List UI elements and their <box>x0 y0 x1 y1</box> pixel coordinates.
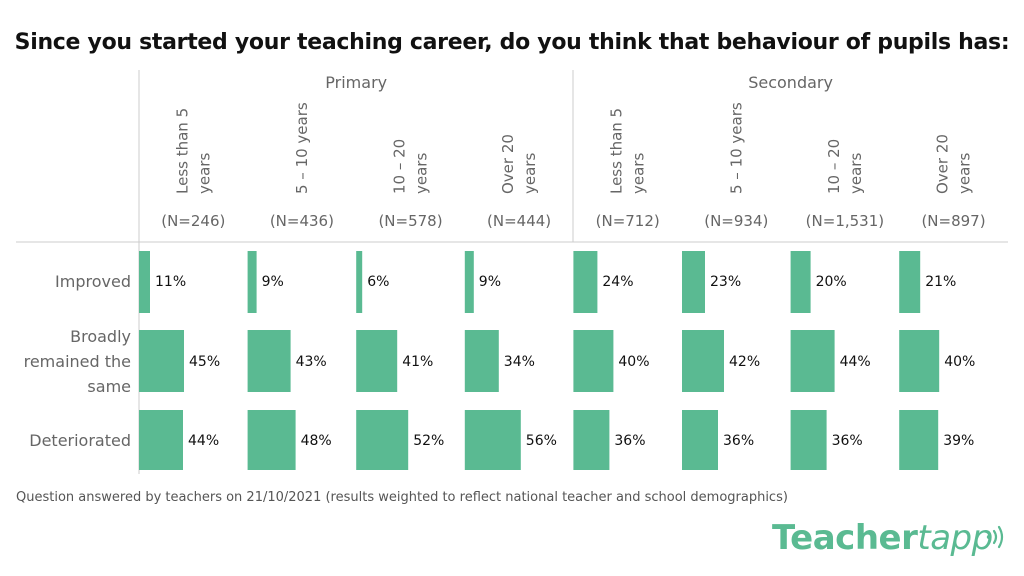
value-label: 20% <box>816 274 847 290</box>
bar <box>139 251 150 313</box>
column-label-1: 5 – 10 years <box>293 102 311 194</box>
bar <box>356 410 409 470</box>
bar <box>682 410 718 470</box>
value-label: 36% <box>723 433 754 449</box>
bar <box>139 410 183 470</box>
column-label-6: years <box>847 153 865 194</box>
bar <box>247 410 296 470</box>
column-label-4: years <box>630 153 648 194</box>
bar <box>790 330 835 392</box>
value-label: 42% <box>729 354 760 370</box>
bar <box>790 410 827 470</box>
value-label: 48% <box>301 433 332 449</box>
bar <box>356 330 398 392</box>
column-label-3: years <box>521 153 539 194</box>
bar <box>899 251 921 313</box>
chart-title: Since you started your teaching career, … <box>14 30 1010 55</box>
bar <box>899 330 940 392</box>
value-label: 11% <box>155 274 186 290</box>
value-label: 43% <box>296 354 327 370</box>
value-label: 44% <box>188 433 219 449</box>
column-label-4: Less than 5 <box>608 108 626 194</box>
column-label-7: Over 20 <box>934 134 952 194</box>
bar <box>573 410 610 470</box>
column-label-7: years <box>956 153 974 194</box>
value-label: 23% <box>710 274 741 290</box>
value-label: 34% <box>504 354 535 370</box>
value-label: 9% <box>479 274 501 290</box>
row-label-2: Deteriorated <box>29 431 131 450</box>
row-label-0: Improved <box>55 272 131 291</box>
value-label: 40% <box>944 354 975 370</box>
bar <box>682 251 705 313</box>
column-label-2: years <box>413 153 431 194</box>
bar <box>139 330 184 392</box>
column-label-0: years <box>195 153 213 194</box>
signal-icon <box>986 525 1004 549</box>
bar <box>899 410 939 470</box>
column-label-3: Over 20 <box>499 134 517 194</box>
column-n-3: (N=444) <box>487 212 551 230</box>
row-label-1: remained the <box>24 352 131 371</box>
column-label-5: 5 – 10 years <box>727 102 745 194</box>
column-n-4: (N=712) <box>596 212 660 230</box>
column-n-6: (N=1,531) <box>806 212 884 230</box>
column-n-1: (N=436) <box>270 212 334 230</box>
brand-accent: tapp <box>917 518 993 558</box>
bar <box>356 251 363 313</box>
column-n-0: (N=246) <box>161 212 225 230</box>
row-label-1: same <box>87 377 131 396</box>
bar <box>464 251 474 313</box>
column-label-6: 10 – 20 <box>825 139 843 194</box>
bar <box>790 251 811 313</box>
column-label-2: 10 – 20 <box>391 139 409 194</box>
value-label: 6% <box>367 274 389 290</box>
value-label: 36% <box>832 433 863 449</box>
bar <box>247 330 291 392</box>
bar <box>573 251 598 313</box>
value-label: 41% <box>402 354 433 370</box>
value-label: 56% <box>526 433 557 449</box>
bar <box>464 330 499 392</box>
bar <box>464 410 521 470</box>
group-label-1: Secondary <box>748 73 833 92</box>
column-n-5: (N=934) <box>704 212 768 230</box>
value-label: 40% <box>618 354 649 370</box>
column-n-2: (N=578) <box>378 212 442 230</box>
value-label: 36% <box>614 433 645 449</box>
column-label-0: Less than 5 <box>173 108 191 194</box>
value-label: 39% <box>943 433 974 449</box>
value-label: 44% <box>840 354 871 370</box>
value-label: 24% <box>602 274 633 290</box>
value-label: 9% <box>262 274 284 290</box>
row-label-1: Broadly <box>70 327 131 346</box>
group-label-0: Primary <box>325 73 387 92</box>
value-label: 45% <box>189 354 220 370</box>
brand-main: Teacher <box>772 518 918 558</box>
bar <box>573 330 614 392</box>
value-label: 52% <box>413 433 444 449</box>
footnote: Question answered by teachers on 21/10/2… <box>16 490 788 505</box>
bar <box>247 251 257 313</box>
teachertapp-logo: Teachertapp <box>772 518 993 558</box>
value-label: 21% <box>925 274 956 290</box>
bar <box>682 330 724 392</box>
column-n-7: (N=897) <box>921 212 985 230</box>
